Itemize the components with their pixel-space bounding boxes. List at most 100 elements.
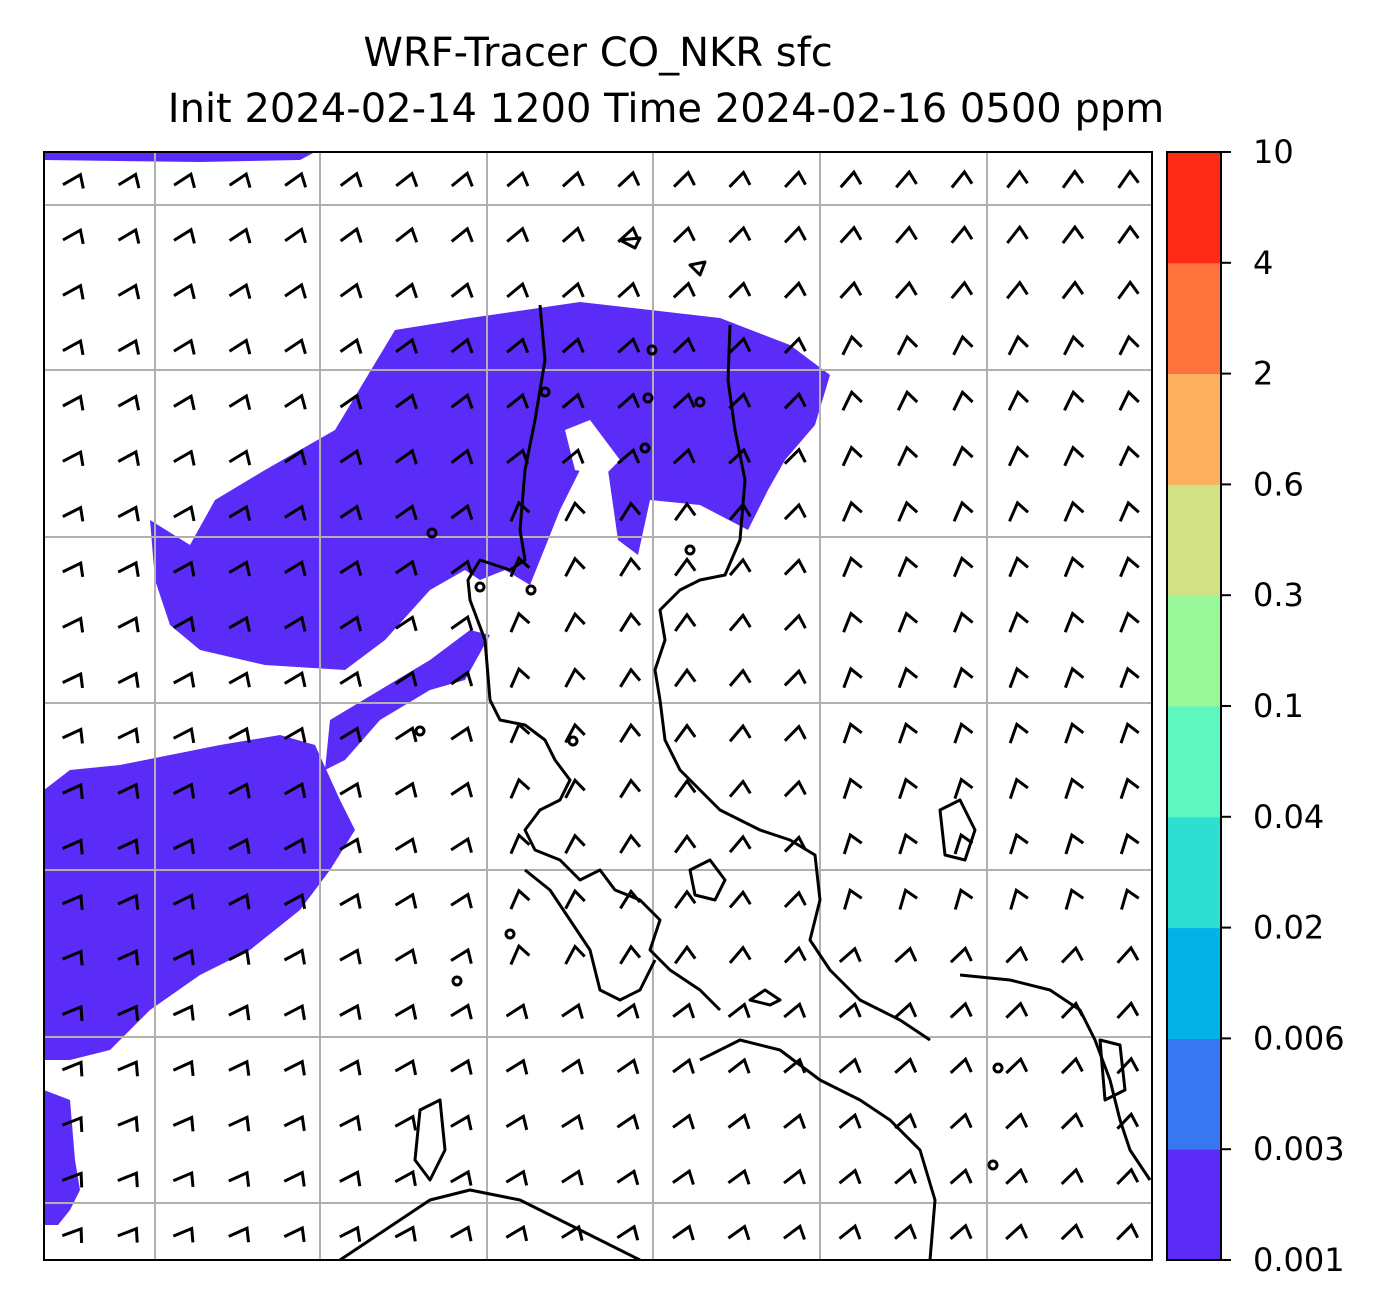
wind-barb — [62, 505, 85, 522]
wind-barb — [1060, 1167, 1084, 1185]
wind-barb — [117, 505, 140, 522]
wind-barb — [61, 949, 84, 966]
coastline-island-c — [748, 988, 782, 1007]
wind-barb — [450, 226, 474, 243]
colorbar-tick-label: 4 — [1253, 244, 1273, 282]
wind-barb — [506, 226, 530, 243]
wind-barb — [672, 1224, 695, 1241]
wind-barb — [117, 1115, 139, 1132]
wind-barb — [228, 282, 252, 299]
wind-barb — [172, 782, 196, 799]
wind-barb — [783, 280, 807, 299]
wind-barb — [1063, 500, 1085, 522]
station-marker — [525, 584, 537, 596]
wind-barb — [673, 612, 697, 632]
wind-barb — [672, 1113, 695, 1130]
wind-barb — [619, 833, 642, 854]
wind-barb — [619, 667, 642, 688]
coastline-island-d — [413, 1098, 447, 1182]
wind-barb — [1005, 1167, 1029, 1185]
wind-barb — [1008, 555, 1029, 578]
wind-barb — [727, 1224, 751, 1241]
wind-barb — [953, 832, 974, 855]
wind-barb — [228, 227, 252, 244]
wind-barb — [505, 1224, 529, 1242]
colorbar-bin — [1167, 706, 1221, 818]
wind-barb — [450, 1114, 473, 1131]
wind-barb — [228, 615, 251, 632]
wind-barb — [895, 169, 918, 189]
colorbar-tick-label: 0.6 — [1253, 465, 1304, 503]
wind-barb — [284, 171, 308, 188]
wind-barb — [339, 559, 363, 576]
wind-barb — [783, 502, 807, 521]
wind-barb — [117, 727, 140, 744]
wind-barb — [783, 945, 807, 964]
wind-barb — [228, 782, 251, 799]
wind-barb — [61, 893, 84, 911]
wind-barb — [62, 560, 85, 578]
wind-barb — [1009, 832, 1029, 855]
wind-barb — [173, 393, 196, 411]
coastline-lower-peninsula — [699, 1038, 937, 1260]
wind-barb — [952, 555, 974, 578]
wind-barb — [505, 1113, 529, 1131]
wind-barb — [784, 169, 807, 189]
wind-barb — [616, 1057, 640, 1075]
wind-barb — [561, 336, 585, 354]
wind-barb — [506, 392, 530, 409]
wind-barb — [838, 1057, 862, 1074]
station-markers — [414, 344, 1004, 1171]
wind-barb — [394, 781, 418, 798]
colorbar-bin — [1167, 484, 1221, 596]
wind-barb — [117, 338, 141, 355]
wind-barb — [953, 777, 974, 800]
wind-barb — [841, 445, 863, 467]
wind-barb — [783, 613, 807, 632]
wind-barb — [117, 948, 140, 966]
wind-barb — [394, 1114, 417, 1131]
map-frame — [43, 151, 1153, 1261]
wind-barb — [952, 389, 974, 411]
wind-barb — [394, 947, 418, 965]
wind-barb — [62, 616, 85, 633]
wind-barb — [1061, 169, 1085, 189]
colorbar-tick-label: 0.003 — [1253, 1130, 1345, 1168]
colorbar-bin — [1167, 927, 1221, 1039]
wind-barb — [894, 1167, 917, 1185]
wind-barb — [394, 725, 418, 743]
wind-barb — [339, 393, 363, 410]
wind-barb — [728, 834, 752, 854]
station-marker — [992, 1062, 1004, 1074]
wind-barb — [949, 1056, 973, 1075]
wind-barb — [450, 947, 473, 964]
wind-barb — [953, 611, 974, 633]
wind-barb — [783, 447, 807, 465]
wind-barb — [117, 1004, 140, 1021]
colorbar-tick-label: 10 — [1253, 133, 1294, 171]
station-marker — [639, 442, 651, 454]
wind-barb — [1060, 1056, 1084, 1075]
wind-barb — [61, 1115, 84, 1132]
wind-barb — [506, 337, 530, 354]
wind-barb — [172, 1115, 195, 1132]
wind-barb — [62, 172, 85, 189]
wind-barb — [450, 1225, 473, 1242]
colorbar-bin — [1167, 262, 1221, 375]
wind-barb — [564, 722, 586, 744]
wind-barb — [839, 225, 863, 244]
colorbar-tick-label: 0.006 — [1253, 1019, 1345, 1057]
wind-barb — [228, 671, 251, 688]
wind-barb — [228, 726, 251, 743]
wind-barb — [172, 1004, 195, 1021]
wind-barb — [506, 281, 530, 299]
wind-barb — [1060, 1222, 1084, 1241]
wind-barb — [564, 611, 586, 633]
wind-barb — [339, 226, 363, 243]
wind-barb — [284, 393, 307, 410]
wind-barb — [617, 447, 641, 465]
wind-barb — [228, 1004, 251, 1021]
wind-barb — [1119, 555, 1140, 578]
wind-barb — [395, 226, 419, 243]
wind-barb — [61, 1171, 84, 1188]
